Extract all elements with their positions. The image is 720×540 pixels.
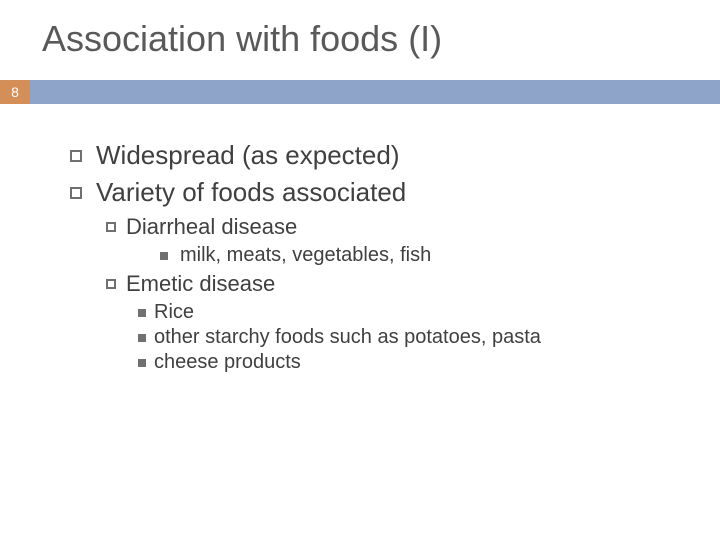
list-item-text: Rice	[154, 301, 194, 324]
hollow-square-icon	[70, 150, 82, 162]
accent-bar: 8	[0, 80, 720, 104]
list-item-text: milk, meats, vegetables, fish	[180, 244, 431, 267]
hollow-square-icon	[70, 187, 82, 199]
list-item-text: other starchy foods such as potatoes, pa…	[154, 326, 541, 349]
list-item: Rice	[138, 301, 670, 324]
list-item-text: Variety of foods associated	[96, 177, 406, 208]
filled-square-icon	[138, 359, 146, 367]
hollow-square-icon	[106, 222, 116, 232]
list-item-text: cheese products	[154, 351, 301, 374]
list-item: cheese products	[138, 351, 670, 374]
filled-square-icon	[160, 252, 168, 260]
slide: Association with foods (I) 8 Widespread …	[0, 0, 720, 540]
hollow-square-icon	[106, 279, 116, 289]
content-area: Widespread (as expected) Variety of food…	[70, 140, 670, 376]
list-item-text: Diarrheal disease	[126, 214, 297, 240]
filled-square-icon	[138, 334, 146, 342]
list-item-text: Emetic disease	[126, 271, 275, 297]
list-item-text: Widespread (as expected)	[96, 140, 399, 171]
list-item: other starchy foods such as potatoes, pa…	[138, 326, 670, 349]
filled-square-icon	[138, 309, 146, 317]
list-item: Variety of foods associated	[70, 177, 670, 208]
list-item: Widespread (as expected)	[70, 140, 670, 171]
list-item: Emetic disease	[106, 271, 670, 297]
page-number-box: 8	[0, 80, 30, 104]
list-item: milk, meats, vegetables, fish	[160, 244, 670, 267]
list-item: Diarrheal disease	[106, 214, 670, 240]
slide-title: Association with foods (I)	[42, 18, 442, 60]
